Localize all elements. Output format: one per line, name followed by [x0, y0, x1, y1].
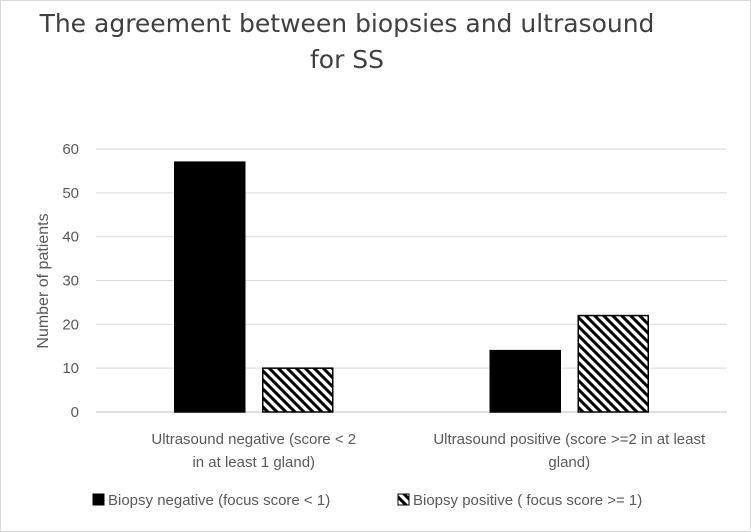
- chart-title-line: The agreement between biopsies and ultra…: [39, 9, 655, 38]
- category-label: Ultrasound positive (score >=2 in at lea…: [433, 431, 706, 471]
- chart-title: The agreement between biopsies and ultra…: [39, 9, 655, 74]
- bar-biopsy-positive: [577, 314, 649, 413]
- y-axis-label: Number of patients: [35, 213, 52, 348]
- legend-label: Biopsy positive ( focus score >= 1): [413, 492, 642, 509]
- y-tick-label: 30: [62, 273, 79, 290]
- chart-title-line: for SS: [310, 45, 384, 74]
- y-tick-label: 50: [62, 185, 79, 202]
- category-label-line: Ultrasound negative (score < 2: [151, 431, 356, 448]
- bar-biopsy-negative: [489, 349, 561, 413]
- category-label: Ultrasound negative (score < 2 in at leas…: [151, 431, 356, 471]
- y-tick-label: 0: [71, 404, 79, 421]
- legend-swatch: [397, 493, 410, 506]
- category-label-line: in at least 1 gland): [192, 454, 315, 471]
- category-label-line: gland): [548, 454, 590, 471]
- legend-label: Biopsy negative (focus score < 1): [108, 492, 330, 509]
- bar-biopsy-negative: [174, 161, 246, 413]
- legend-swatch: [92, 493, 105, 506]
- category-label-line: Ultrasound positive (score >=2 in at lea…: [433, 431, 706, 448]
- y-tick-label: 20: [62, 316, 79, 333]
- bar-biopsy-positive: [262, 367, 334, 413]
- y-tick-label: 40: [62, 229, 79, 246]
- y-tick-label: 10: [62, 360, 79, 377]
- y-tick-label: 60: [62, 141, 79, 158]
